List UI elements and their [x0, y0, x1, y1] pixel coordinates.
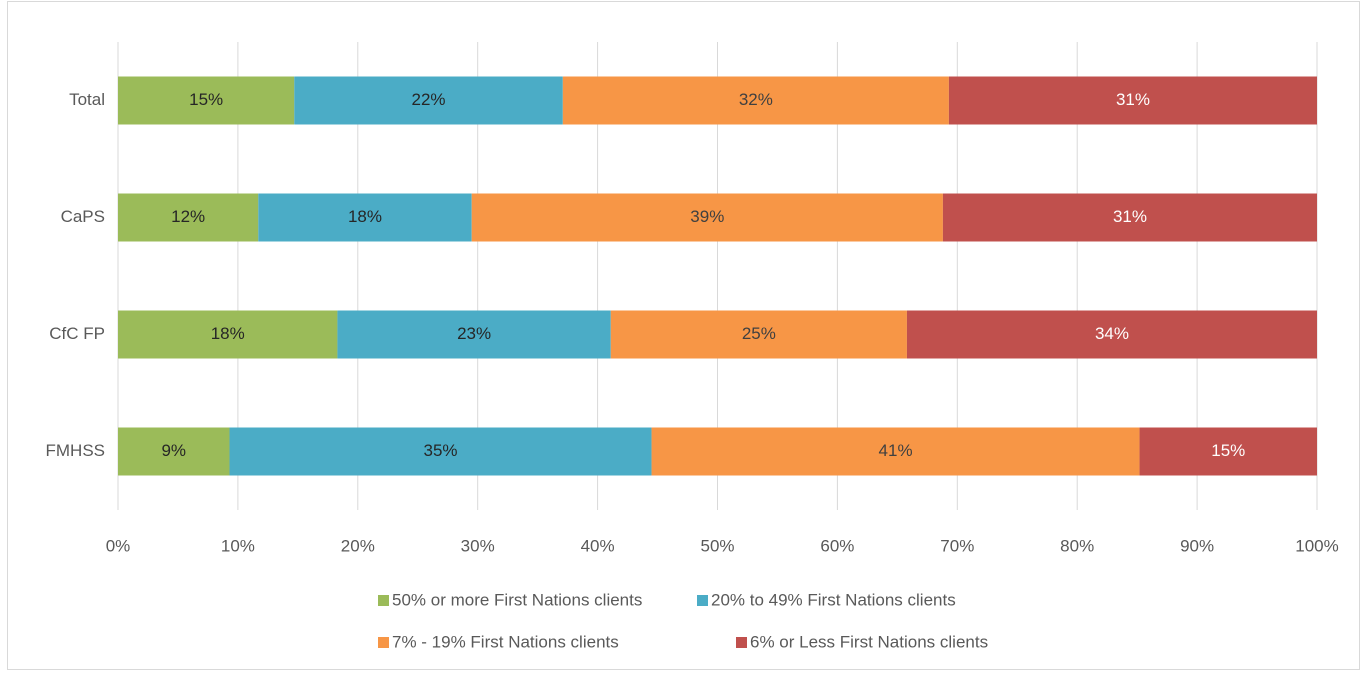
x-tick-label: 10%: [221, 536, 255, 555]
x-tick-label: 100%: [1295, 536, 1338, 555]
bar-segment: [471, 193, 943, 242]
x-tick-label: 80%: [1060, 536, 1094, 555]
data-label: 15%: [189, 90, 223, 109]
bar-segment: [562, 76, 949, 125]
bar-segment: [258, 193, 472, 242]
legend-label: 50% or more First Nations clients: [392, 590, 642, 609]
legend-swatch: [736, 637, 747, 648]
legend-swatch: [697, 595, 708, 606]
bar-segment: [118, 76, 295, 125]
x-tick-label: 40%: [581, 536, 615, 555]
bar-segment: [118, 193, 259, 242]
bar-segment: [651, 427, 1140, 476]
data-label: 12%: [171, 207, 205, 226]
x-tick-label: 20%: [341, 536, 375, 555]
data-label: 18%: [211, 324, 245, 343]
x-tick-label: 0%: [106, 536, 131, 555]
data-label: 23%: [457, 324, 491, 343]
data-label: 15%: [1211, 441, 1245, 460]
legend-swatch: [378, 637, 389, 648]
x-tick-label: 90%: [1180, 536, 1214, 555]
legend-label: 20% to 49% First Nations clients: [711, 590, 956, 609]
data-label: 32%: [739, 90, 773, 109]
bar-segment: [118, 310, 338, 359]
data-label: 31%: [1113, 207, 1147, 226]
legend-swatch: [378, 595, 389, 606]
data-label: 31%: [1116, 90, 1150, 109]
x-tick-label: 50%: [700, 536, 734, 555]
bar-segment: [610, 310, 907, 359]
data-label: 22%: [412, 90, 446, 109]
bar-segment: [294, 76, 563, 125]
bar-segment: [229, 427, 652, 476]
data-label: 35%: [424, 441, 458, 460]
y-tick-label: Total: [69, 90, 105, 109]
x-tick-label: 60%: [820, 536, 854, 555]
labels: 0% 10% 20% 30% 40% 50% 60% 70% 80% 90% 100% Total 15…: [46, 90, 1339, 652]
data-label: 39%: [690, 207, 724, 226]
bar-segment: [118, 427, 230, 476]
legend-label: 6% or Less First Nations clients: [750, 632, 988, 651]
legend-label: 7% - 19% First Nations clients: [392, 632, 619, 651]
y-tick-label: CaPS: [61, 207, 105, 226]
data-label: 34%: [1095, 324, 1129, 343]
bar-segment: [1139, 427, 1317, 476]
y-tick-label: CfC FP: [49, 324, 105, 343]
data-label: 9%: [161, 441, 186, 460]
data-label: 41%: [879, 441, 913, 460]
bar-segment: [906, 310, 1317, 359]
bar-segment: [942, 193, 1317, 242]
x-tick-label: 30%: [461, 536, 495, 555]
data-label: 25%: [742, 324, 776, 343]
data-label: 18%: [348, 207, 382, 226]
bars: [118, 76, 1317, 476]
bar-segment: [948, 76, 1317, 125]
y-tick-label: FMHSS: [46, 441, 106, 460]
bar-segment: [337, 310, 611, 359]
x-tick-label: 70%: [940, 536, 974, 555]
